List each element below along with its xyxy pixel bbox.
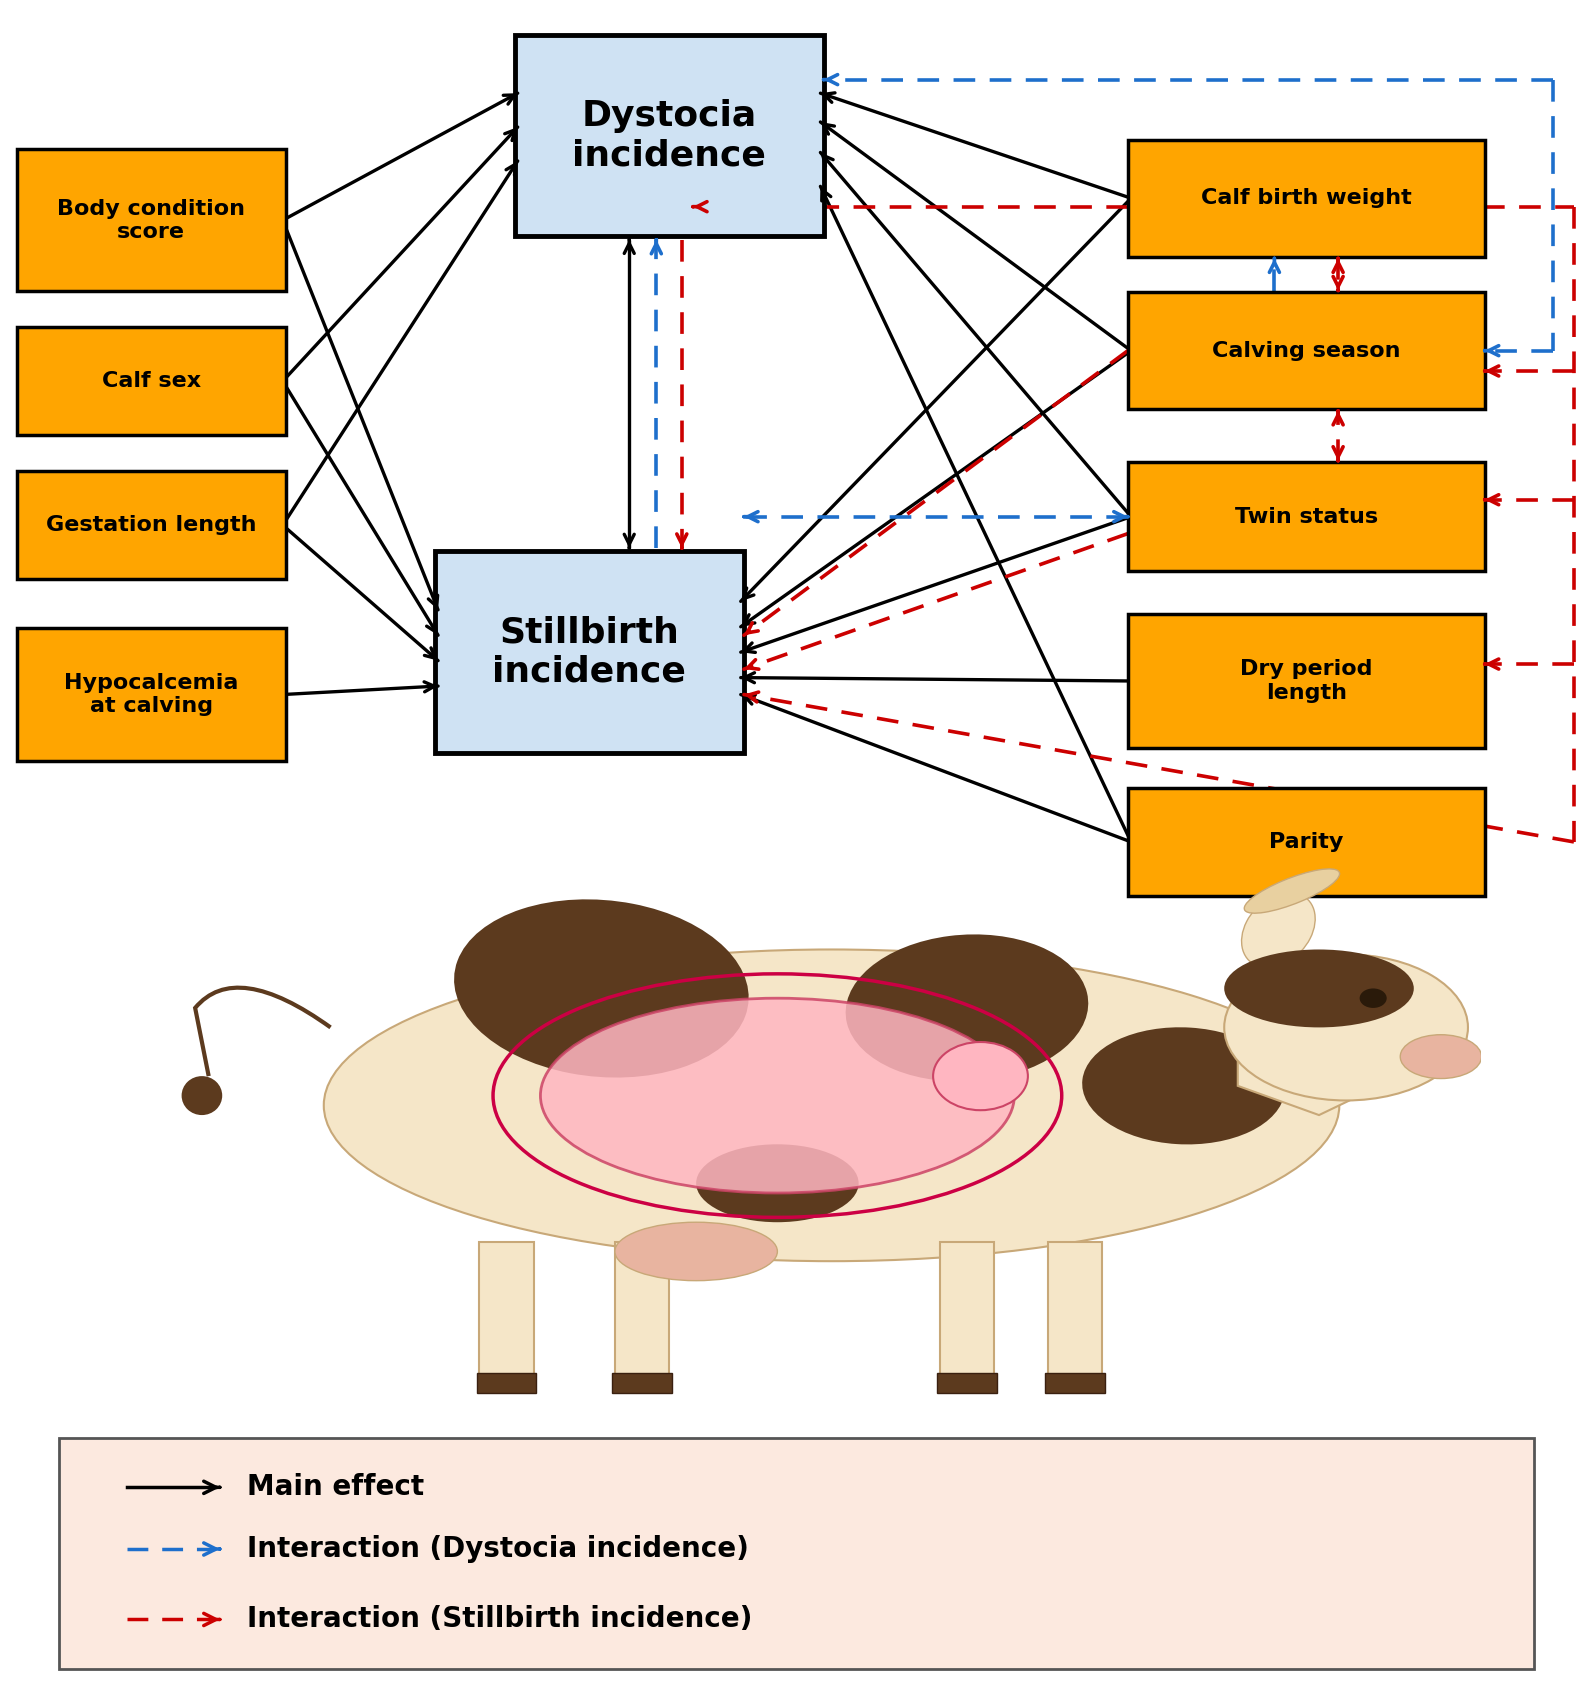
FancyBboxPatch shape [1128,141,1485,256]
Ellipse shape [1400,1035,1481,1079]
Text: Calf sex: Calf sex [102,371,201,391]
FancyBboxPatch shape [16,471,287,579]
FancyBboxPatch shape [612,1374,672,1392]
Text: Calf birth weight: Calf birth weight [1201,188,1411,208]
FancyBboxPatch shape [1128,788,1485,896]
FancyBboxPatch shape [435,552,744,752]
Text: Dystocia
incidence: Dystocia incidence [572,98,766,173]
FancyBboxPatch shape [1128,613,1485,747]
Text: Parity: Parity [1270,832,1343,852]
FancyBboxPatch shape [16,327,287,435]
FancyBboxPatch shape [615,1242,669,1379]
Polygon shape [1238,1027,1360,1115]
Text: Body condition
score: Body condition score [57,198,245,242]
FancyBboxPatch shape [1128,291,1485,408]
Ellipse shape [1225,954,1469,1101]
Text: Interaction (Dystocia incidence): Interaction (Dystocia incidence) [247,1535,749,1564]
FancyBboxPatch shape [515,34,824,235]
Ellipse shape [454,900,749,1077]
Ellipse shape [615,1223,777,1281]
Ellipse shape [540,998,1015,1193]
FancyBboxPatch shape [59,1438,1534,1669]
FancyBboxPatch shape [937,1374,997,1392]
Ellipse shape [846,935,1088,1081]
Ellipse shape [696,1145,859,1223]
FancyBboxPatch shape [476,1374,537,1392]
FancyBboxPatch shape [940,1242,994,1379]
FancyBboxPatch shape [1045,1374,1106,1392]
Text: Interaction (Stillbirth incidence): Interaction (Stillbirth incidence) [247,1606,752,1633]
Text: Twin status: Twin status [1235,507,1378,527]
Text: Main effect: Main effect [247,1474,424,1501]
Text: Hypocalcemia
at calving: Hypocalcemia at calving [64,673,239,717]
Ellipse shape [323,949,1340,1260]
Text: Stillbirth
incidence: Stillbirth incidence [492,615,687,689]
Circle shape [933,1042,1027,1110]
Circle shape [1360,989,1388,1008]
Ellipse shape [1241,893,1316,967]
Text: Calving season: Calving season [1212,340,1400,361]
Ellipse shape [1244,869,1340,913]
Text: Gestation length: Gestation length [46,515,256,535]
Ellipse shape [1082,1027,1286,1145]
Text: Dry period
length: Dry period length [1239,659,1373,703]
FancyBboxPatch shape [16,628,287,761]
FancyBboxPatch shape [1128,462,1485,571]
Ellipse shape [182,1076,223,1115]
FancyBboxPatch shape [1048,1242,1102,1379]
Ellipse shape [1225,949,1415,1027]
FancyBboxPatch shape [479,1242,534,1379]
FancyBboxPatch shape [16,149,287,291]
